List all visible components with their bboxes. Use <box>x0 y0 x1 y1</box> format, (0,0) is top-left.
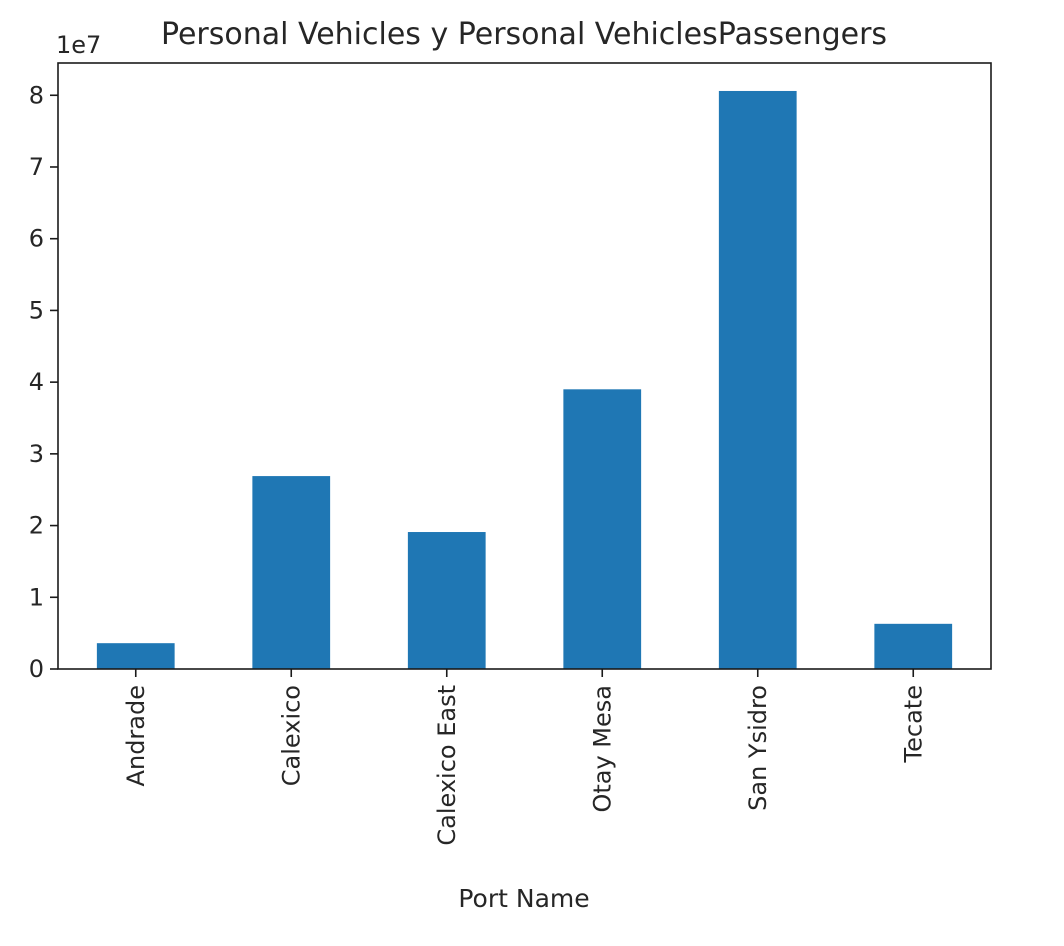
x-tick-label: Otay Mesa <box>588 685 616 813</box>
x-tick-label: San Ysidro <box>744 685 772 811</box>
bar-san-ysidro <box>718 90 797 669</box>
y-tick-label: 0 <box>29 655 44 683</box>
bar-otay-mesa <box>563 389 642 669</box>
bar-tecate <box>874 623 953 669</box>
x-tick-label: Calexico East <box>433 685 461 846</box>
y-tick-label: 7 <box>29 153 44 181</box>
x-tick-label: Calexico <box>277 685 305 786</box>
bar-calexico-east <box>407 532 486 669</box>
x-tick-label: Andrade <box>122 685 150 786</box>
x-axis: Andrade Calexico Calexico East Otay Mesa San… <box>122 669 927 846</box>
y-tick-label: 8 <box>29 81 44 109</box>
y-tick-label: 1 <box>29 583 44 611</box>
x-tick-label: Tecate <box>899 685 927 763</box>
chart-title: Personal Vehicles y Personal VehiclesPas… <box>161 17 887 52</box>
bar-calexico <box>252 476 331 669</box>
bar-andrade <box>96 643 175 669</box>
y-axis-offset-label: 1e7 <box>56 31 101 59</box>
y-tick-label: 3 <box>29 440 44 468</box>
y-axis: 0 1 2 3 4 5 6 7 8 <box>29 81 58 683</box>
x-axis-label: Port Name <box>458 884 589 913</box>
bars-layer <box>96 90 953 669</box>
y-tick-label: 4 <box>29 368 44 396</box>
y-tick-label: 2 <box>29 512 44 540</box>
plot-frame <box>57 62 992 670</box>
y-tick-label: 6 <box>29 225 44 253</box>
y-tick-label: 5 <box>29 296 44 324</box>
